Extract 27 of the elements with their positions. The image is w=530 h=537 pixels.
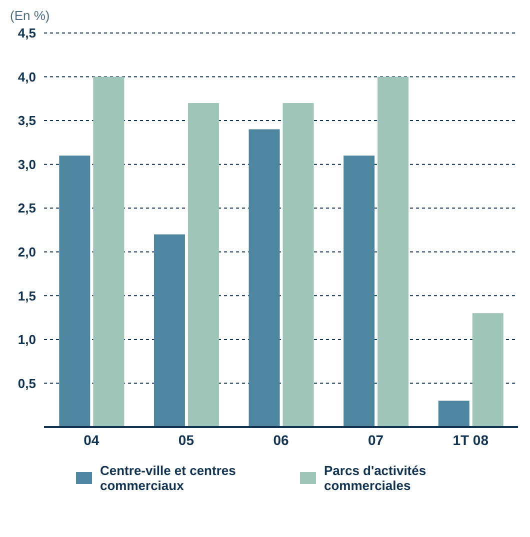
x-tick-label: 07: [368, 432, 384, 448]
bar: [93, 76, 124, 427]
y-axis-title: (En %): [10, 8, 51, 23]
y-tick-label: 3,0: [18, 156, 36, 172]
y-tick-label: 4,5: [18, 26, 36, 41]
bar: [344, 156, 375, 427]
bar: [282, 103, 314, 427]
y-tick-label: 4,0: [18, 69, 36, 84]
bar: [59, 156, 90, 427]
legend-label: Parcs d'activités commerciales: [324, 463, 428, 493]
y-tick-label: 3,5: [18, 113, 36, 128]
legend-label: Centre-ville et centres commerciaux: [100, 463, 237, 493]
y-tick-label: 0,5: [18, 376, 36, 391]
bar: [154, 234, 185, 427]
x-tick-label: 05: [178, 432, 194, 448]
bar: [438, 400, 470, 427]
bar: [472, 313, 504, 427]
bar: [248, 129, 280, 427]
x-tick-label: 04: [84, 432, 100, 448]
bar: [188, 103, 219, 427]
x-tick-label: 1T 08: [452, 432, 489, 448]
bar: [378, 76, 409, 427]
y-tick-label: 1,5: [18, 288, 36, 304]
y-tick-label: 1,0: [18, 332, 36, 348]
y-tick-label: 2,5: [18, 200, 36, 216]
x-tick-label: 06: [273, 432, 289, 448]
y-tick-label: 2,0: [18, 244, 36, 260]
